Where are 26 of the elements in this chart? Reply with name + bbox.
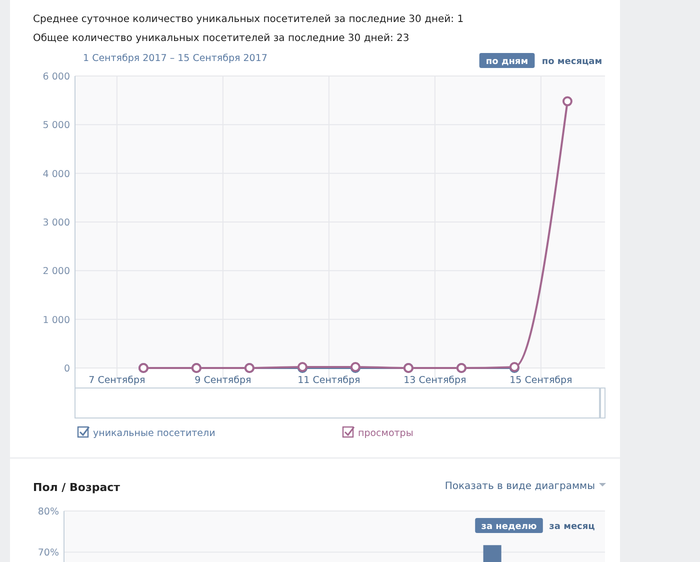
annotation: за неделю: [481, 522, 537, 532]
point: [562, 96, 572, 106]
x-tick-label: 15 Сентября: [510, 375, 572, 386]
chart-title: Пол / Возраст: [33, 481, 121, 494]
y-tick-label: 5 000: [42, 120, 70, 132]
x-tick-label: 13 Сентября: [404, 375, 466, 386]
y-tick-label: 1 000: [42, 314, 70, 326]
text: по месяцам: [542, 57, 602, 67]
text: Общее количество уникальных посетителей за последние 30 дней: 23: [33, 33, 410, 44]
x-tick-label: 11 Сентября: [298, 375, 360, 386]
y-tick-label: 2 000: [42, 266, 70, 278]
legend-label: просмотры: [358, 428, 414, 439]
y-tick-label: 3 000: [42, 218, 70, 228]
text: Показать в виде диаграммы: [444, 481, 596, 492]
y-tick-label: 70%: [38, 548, 59, 559]
text: 1 Сентября 2017 – 15 Сентября 2017: [83, 53, 268, 64]
y-tick-label: 0: [64, 364, 70, 374]
annotation: за месяц: [549, 522, 596, 532]
legend-label: уникальные посетители: [93, 428, 216, 439]
y-tick-label: 80%: [38, 506, 59, 518]
x-tick-label: 7 Сентября: [88, 375, 146, 386]
text: Среднее суточное количество уникальных посетителей за последние 30 дней: 1: [33, 14, 464, 25]
text: по дням: [486, 57, 528, 67]
y-tick-label: 6 000: [42, 72, 70, 82]
y-tick-label: 4 000: [42, 168, 70, 180]
x-tick-label: 9 Сентября: [194, 375, 252, 386]
